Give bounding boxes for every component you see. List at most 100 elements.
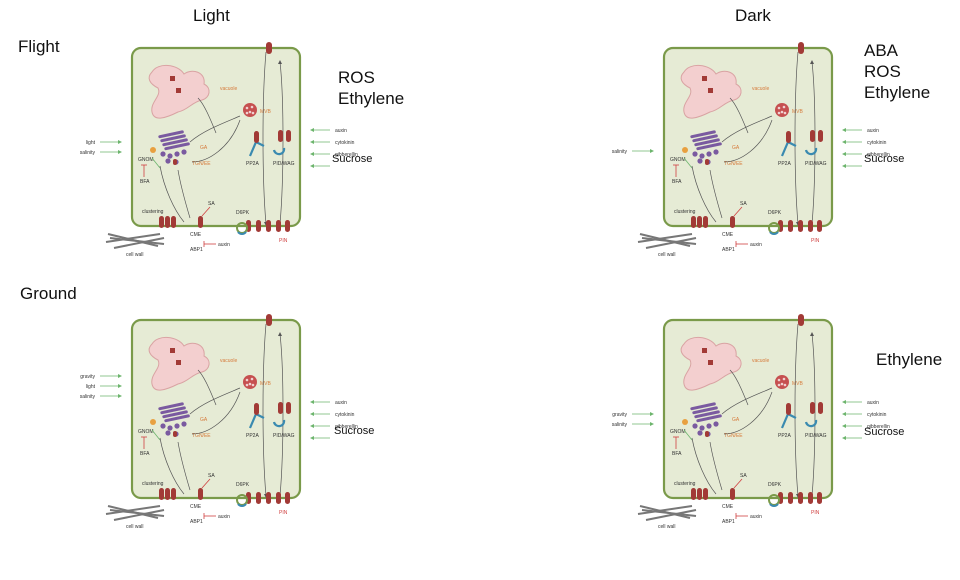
stress-factors: Ethylene	[876, 349, 942, 370]
pid-wag	[272, 419, 286, 428]
header-flight: Flight	[18, 37, 60, 56]
pp2a-label: PP2A	[778, 161, 791, 167]
mvb-vesicle	[250, 105, 254, 109]
gnom-arrow	[151, 429, 161, 441]
pin-pid	[278, 130, 283, 142]
sa-label: SA	[208, 201, 215, 207]
cell-diagram: vacuole MVB GA TGN/EE GNOM BFA PP2A PID/WAG D6PK…	[80, 314, 358, 530]
d6pk-ring	[769, 503, 779, 507]
hormone-label-gibberellin: gibberellin	[335, 424, 358, 430]
cell-wall-fiber	[109, 237, 165, 245]
mvb-vesicle	[777, 378, 781, 382]
arrowhead	[118, 394, 122, 398]
cluster-pin	[165, 216, 170, 228]
golgi-cisterna	[164, 142, 190, 151]
top-pin	[798, 42, 804, 54]
pid-label: PID/WAG	[273, 433, 295, 439]
pp2a-label: PP2A	[246, 433, 259, 439]
endocytosis-arrow	[709, 441, 723, 491]
header-dark: Dark	[735, 6, 771, 25]
hormone-label-auxin: auxin	[867, 128, 879, 134]
pin	[276, 220, 281, 232]
cell-diagram: vacuole MVB GA TGN/EE GNOM BFA PP2A PID/WAG D6PK…	[612, 314, 890, 530]
vacuole-arrow	[729, 97, 749, 134]
vacuole-protein	[170, 348, 175, 353]
cell-wall-fiber	[105, 505, 161, 515]
cell-wall-fiber	[645, 237, 697, 249]
cluster-pin	[159, 488, 164, 500]
sa-inhibit	[201, 206, 211, 217]
mvb-label: MVB	[792, 381, 804, 387]
auxin-label: auxin	[750, 242, 762, 248]
gnom-protein	[682, 419, 688, 425]
recycling-arrow	[189, 115, 241, 143]
endocytosis-arrow	[709, 169, 723, 219]
d6pk-label: D6PK	[236, 482, 250, 488]
abp1-label: ABP1	[190, 519, 203, 525]
polar-arrow	[794, 323, 799, 497]
bfa-label: BFA	[140, 179, 150, 185]
ga-label: GA	[732, 145, 740, 151]
vacuole-protein	[170, 76, 175, 81]
golgi-cisterna	[694, 410, 720, 419]
pin-pid	[278, 402, 283, 414]
vacuole-arrow	[729, 369, 749, 406]
stimulus-label-light: light	[86, 140, 96, 146]
arrowhead	[842, 400, 846, 404]
bfa-label: BFA	[672, 179, 682, 185]
cell-wall-label: cell wall	[658, 252, 676, 258]
pin	[256, 492, 261, 504]
mvb-vesicle	[245, 106, 249, 110]
arrowhead	[310, 400, 314, 404]
pin	[817, 492, 822, 504]
tgn-pin	[705, 431, 709, 437]
clustering-label: clustering	[142, 209, 164, 215]
ga-label: GA	[732, 417, 740, 423]
abp1-label: ABP1	[722, 519, 735, 525]
gnom-label: GNOM	[670, 157, 686, 163]
arrowhead	[842, 128, 846, 132]
cme-pin	[730, 216, 735, 228]
pin-pid	[810, 130, 815, 142]
tgn-pin	[173, 431, 177, 437]
panel-flight-dark: vacuole MVB GA TGN/EE GNOM BFA PP2A PID/WAG D6PK…	[612, 38, 912, 308]
pin-label: PIN	[811, 238, 820, 244]
cluster-pin	[691, 488, 696, 500]
hormone-label-auxin: auxin	[335, 128, 347, 134]
cluster-pin	[691, 216, 696, 228]
arrowhead	[650, 422, 654, 426]
tgn-label: TGN/EE	[724, 161, 743, 167]
gnom-protein	[150, 147, 156, 153]
arrowhead	[842, 412, 846, 416]
d6pk-ring	[237, 231, 247, 235]
arrowhead	[118, 384, 122, 388]
pin-pid	[286, 130, 291, 142]
header-light: Light	[193, 6, 230, 25]
d6pk-ring	[237, 503, 247, 507]
cell-wall-fiber	[113, 509, 165, 521]
exocytosis-arrow	[691, 165, 717, 223]
pin-label: PIN	[279, 510, 288, 516]
pin-pp2a	[254, 403, 259, 415]
vacuole-label: vacuole	[752, 358, 769, 364]
d6pk-label: D6PK	[768, 482, 782, 488]
recycling-arrow	[191, 119, 241, 163]
cluster-pin	[697, 488, 702, 500]
recycling-arrow	[723, 119, 773, 163]
sa-inhibit	[201, 478, 211, 489]
golgi-cisterna	[692, 134, 718, 143]
hormone-label-gibberellin: gibberellin	[335, 152, 358, 158]
abp1-label: ABP1	[190, 247, 203, 253]
arrowhead	[810, 60, 814, 64]
tgn-vesicle	[713, 421, 719, 427]
cluster-pin	[703, 488, 708, 500]
pin	[285, 492, 290, 504]
mvb-vesicle	[782, 377, 786, 381]
cell-wall-fiber	[637, 233, 693, 243]
recycling-arrow	[189, 387, 241, 415]
tgn-vesicle	[706, 151, 712, 157]
pp2a-label: PP2A	[778, 433, 791, 439]
mvb-vesicle	[780, 110, 784, 114]
recycling-arrow	[721, 115, 773, 143]
sucrose-label: Sucrose	[332, 153, 373, 165]
